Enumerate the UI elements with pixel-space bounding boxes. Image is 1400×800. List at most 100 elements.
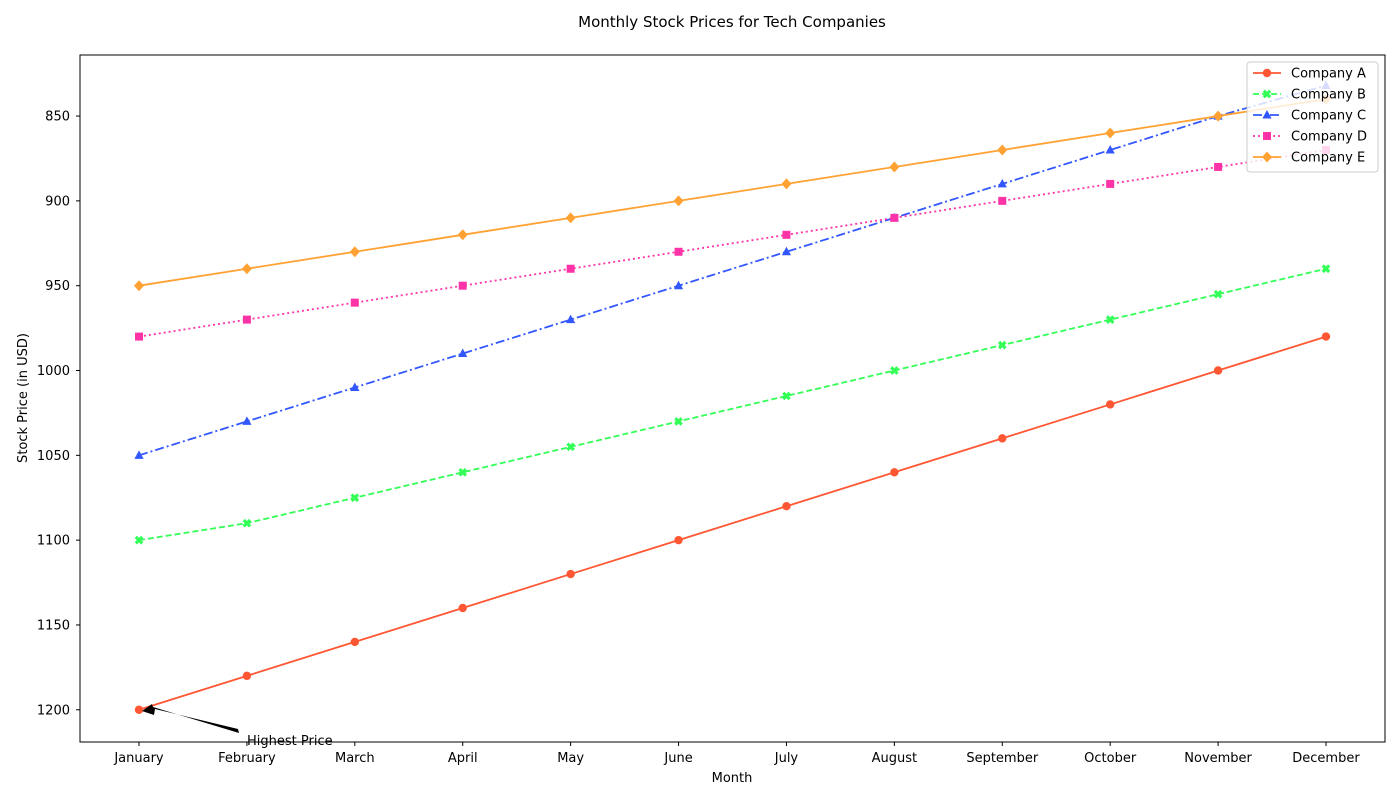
series-line-company-d — [138, 149, 1327, 338]
data-point-company-d — [890, 213, 899, 222]
series-company-c — [134, 80, 1331, 459]
legend-marker — [1262, 89, 1272, 99]
data-point-company-e — [349, 246, 360, 258]
legend-item-company-c: Company C — [1253, 109, 1366, 124]
data-point-company-a — [1321, 332, 1331, 341]
data-point-company-a — [890, 468, 899, 477]
series-company-d — [135, 145, 1330, 341]
data-point-company-b — [1321, 264, 1331, 274]
data-point-company-a — [566, 569, 575, 579]
data-point-company-a — [674, 535, 683, 545]
x-axis-ticks: January February March April May June July Augu… — [113, 742, 1360, 766]
y-axis-ticks: 850 900 950 1000 1050 1100 1150 1200 — [37, 110, 80, 718]
annotation: Highest Price — [142, 704, 333, 749]
legend-label: Company A — [1291, 67, 1366, 82]
data-point-company-d — [135, 332, 143, 341]
legend-marker — [1263, 132, 1271, 140]
y-tick-label: 1100 — [37, 534, 70, 549]
x-tick-label: June — [663, 751, 692, 766]
data-point-company-c — [458, 348, 468, 358]
data-point-company-d — [1214, 162, 1223, 171]
legend-item-company-a: Company A — [1253, 67, 1366, 82]
y-tick-label: 950 — [45, 279, 70, 294]
data-point-company-b — [890, 366, 899, 375]
data-point-company-a — [458, 603, 467, 613]
data-point-company-b — [350, 493, 360, 503]
y-tick-label: 1200 — [37, 703, 70, 718]
y-tick-label: 850 — [45, 110, 70, 125]
x-tick-label: January — [113, 751, 164, 766]
data-point-company-a — [242, 671, 252, 681]
legend-marker — [1262, 151, 1272, 163]
data-point-company-c — [134, 450, 144, 459]
data-point-company-b — [1213, 289, 1223, 299]
data-point-company-e — [781, 178, 792, 190]
x-tick-label: March — [335, 751, 375, 766]
data-point-company-e — [889, 161, 900, 173]
data-point-company-e — [565, 212, 576, 224]
data-point-company-e — [997, 144, 1008, 156]
legend-box — [1246, 61, 1379, 173]
legend: Company A Company B Company C Company D Comp… — [1246, 61, 1379, 173]
data-point-company-b — [782, 391, 791, 401]
x-tick-label: December — [1292, 751, 1360, 766]
data-point-company-e — [1105, 127, 1116, 139]
y-tick-label: 1050 — [37, 449, 70, 464]
data-point-company-d — [782, 230, 791, 239]
legend-marker — [1262, 110, 1272, 119]
data-point-company-c — [673, 280, 684, 290]
data-point-company-b — [997, 340, 1007, 350]
data-point-company-c — [242, 416, 252, 425]
data-point-company-d — [674, 247, 683, 256]
y-axis-label: Stock Price (in USD) — [16, 333, 31, 463]
legend-item-company-d: Company D — [1253, 130, 1367, 145]
x-axis-label: Month — [712, 771, 753, 786]
x-tick-label: February — [218, 751, 276, 766]
data-point-company-b — [1105, 315, 1115, 324]
data-point-company-d — [350, 298, 359, 307]
data-point-company-e — [1213, 110, 1224, 122]
legend-item-company-b: Company B — [1253, 88, 1366, 103]
series-company-e — [134, 93, 1331, 292]
data-point-company-c — [350, 382, 360, 391]
x-tick-label: July — [774, 751, 799, 766]
data-point-company-e — [457, 229, 468, 241]
y-tick-label: 1000 — [37, 364, 70, 379]
legend-label: Company D — [1291, 130, 1367, 145]
data-point-company-c — [1105, 144, 1115, 154]
data-point-company-d — [566, 264, 575, 273]
x-tick-label: September — [966, 751, 1039, 766]
series-line-company-a — [138, 335, 1327, 711]
legend-label: Company C — [1291, 109, 1366, 124]
data-point-company-a — [782, 502, 791, 511]
legend-label: Company B — [1291, 88, 1366, 103]
data-point-company-a — [1105, 400, 1115, 409]
data-point-company-c — [997, 178, 1007, 188]
data-point-company-d — [998, 196, 1007, 205]
annotation-arrow — [142, 704, 239, 733]
x-tick-label: November — [1184, 751, 1252, 766]
x-tick-label: August — [872, 751, 918, 766]
series-line-company-c — [138, 84, 1327, 457]
chart-title: Monthly Stock Prices for Tech Companies — [578, 13, 886, 31]
data-point-company-c — [566, 314, 576, 324]
plot-area — [134, 80, 1331, 714]
x-tick-label: May — [557, 751, 584, 766]
x-tick-label: April — [448, 751, 478, 766]
data-point-company-a — [1213, 366, 1223, 375]
data-point-company-b — [674, 417, 683, 426]
data-point-company-b — [242, 518, 252, 528]
data-point-company-b — [458, 467, 468, 477]
data-point-company-e — [241, 263, 252, 275]
data-point-company-a — [998, 434, 1007, 443]
series-company-b — [134, 264, 1331, 545]
data-point-company-e — [673, 195, 684, 207]
series-company-a — [134, 332, 1331, 714]
series-line-company-b — [138, 267, 1327, 542]
plot-frame — [79, 54, 1386, 743]
data-point-company-a — [134, 705, 144, 714]
y-tick-label: 900 — [45, 194, 70, 209]
data-point-company-e — [134, 280, 144, 292]
annotation-text: Highest Price — [247, 734, 333, 749]
data-point-company-b — [566, 442, 575, 452]
